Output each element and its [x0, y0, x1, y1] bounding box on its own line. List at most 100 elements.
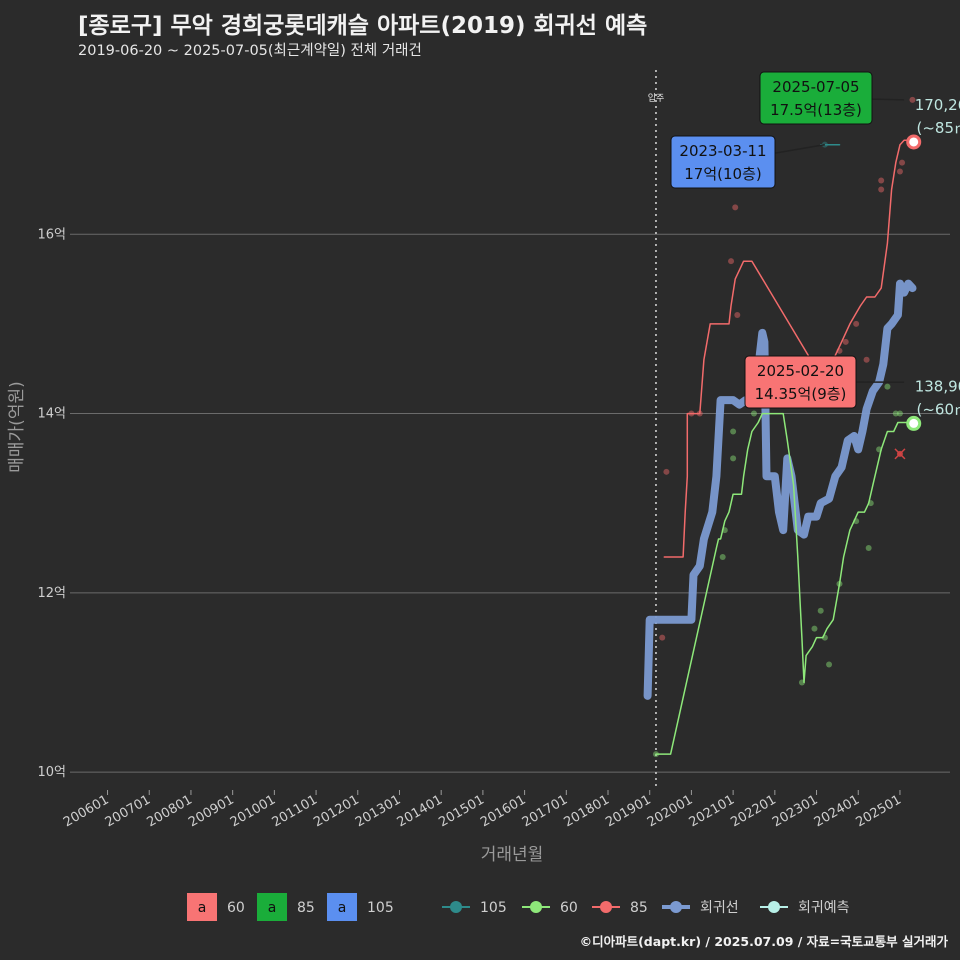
legend-marker-60	[530, 901, 542, 913]
x-tick-label: 202001	[645, 792, 695, 830]
x-tick-label: 202201	[728, 792, 778, 830]
legend-marker-85	[600, 901, 612, 913]
series-line-회귀선	[643, 279, 917, 700]
legend-swatch-letter: a	[198, 900, 207, 916]
legend-label-105: 105	[480, 900, 507, 916]
callout-price: 17.5억(13층)	[770, 101, 862, 119]
x-tick-label: 201401	[395, 792, 445, 830]
data-point-60-3	[730, 455, 737, 462]
legend-marker-105	[450, 901, 462, 913]
x-tick-label: 200801	[144, 792, 194, 830]
legend-swatch-letter: a	[268, 900, 277, 916]
legend-label-85: 85	[630, 900, 648, 916]
callout-box	[670, 135, 776, 189]
data-point-85-12	[878, 177, 885, 184]
data-point-85-4	[728, 258, 735, 265]
y-axis-ticks: 10억 12억 14억 16억	[37, 227, 66, 780]
callout-price: 17억(10층)	[684, 165, 761, 183]
data-point-60-5	[750, 410, 757, 417]
data-point-85-6	[734, 311, 741, 318]
callout-layer: 2025-07-05 17.5억(13층) 2023-03-11 17억(10층) 20…	[670, 71, 905, 409]
legend-swatch-85	[257, 893, 287, 921]
x-tick-label: 202101	[687, 792, 737, 830]
x-tick-label: 200901	[186, 792, 236, 830]
callout-date: 2023-03-11	[679, 142, 766, 160]
y-tick-label: 14억	[37, 407, 66, 422]
x-tick-label: 201201	[311, 792, 361, 830]
legend-label-회귀선: 회귀선	[700, 900, 739, 916]
legend-swatch-60	[187, 893, 217, 921]
grid-lines	[70, 233, 950, 773]
callout-date: 2025-02-20	[757, 362, 844, 380]
series-line-60	[655, 412, 910, 755]
x-tick-label: 201901	[603, 792, 653, 830]
data-point-85-11	[878, 186, 885, 193]
legend-label-60: 60	[560, 900, 578, 916]
forecast-value-label: 170,260	[915, 96, 960, 114]
forecast-area-label: (~60㎡)	[917, 400, 960, 418]
data-point-60-4	[730, 428, 737, 435]
data-point-85-8	[842, 338, 849, 345]
data-point-85-1	[663, 468, 670, 475]
y-tick-label: 12억	[37, 586, 66, 601]
legend-swatch-105	[327, 893, 357, 921]
callout-box	[759, 71, 873, 125]
forecast-value-label: 138,900	[915, 377, 960, 395]
data-point-60-10	[826, 661, 833, 668]
y-tick-label: 16억	[37, 227, 66, 242]
x-tick-label: 201801	[562, 792, 612, 830]
x-tick-label: 201101	[270, 792, 320, 830]
forecast-layer: 170,260 (~85㎡) 138,900 (~60㎡)	[906, 96, 960, 431]
credit-line: ©디아파트(dapt.kr) / 2025.07.09 / 자료=국토교통부 실…	[579, 934, 948, 949]
chart-subtitle: 2019-06-20 ~ 2025-07-05(최근계약일) 전체 거래건	[78, 43, 422, 59]
x-tick-label: 202401	[812, 792, 862, 830]
data-point-60-13	[865, 545, 872, 551]
forecast-area-label: (~85㎡)	[917, 119, 960, 137]
callout-box	[744, 355, 857, 409]
forecast-point-60	[906, 415, 922, 431]
legend-swatch-letter: a	[338, 900, 347, 916]
x-tick-label: 200701	[103, 792, 153, 830]
data-point-85-14	[896, 168, 903, 175]
legend-label-85: 85	[297, 900, 315, 916]
forecast-point-85	[906, 134, 922, 150]
data-point-85-15	[909, 96, 916, 103]
series-layer	[643, 96, 917, 758]
x-tick-label: 201301	[353, 792, 403, 830]
x-axis-ticks: 2006012007012008012009012010012011012012…	[61, 790, 904, 830]
data-point-60-1	[719, 553, 726, 560]
chart-title: [종로구] 무악 경희궁롯데캐슬 아파트(2019) 회귀선 예측	[78, 13, 648, 39]
x-tick-label: 202301	[770, 792, 820, 830]
legend-label-60: 60	[227, 900, 245, 916]
legend-label-회귀예측: 회귀예측	[798, 900, 850, 916]
legend-label-105: 105	[367, 900, 394, 916]
data-point-85-10	[863, 356, 870, 363]
data-point-60-18	[896, 410, 903, 417]
data-point-60-17	[892, 410, 899, 417]
data-point-85-0	[659, 634, 666, 641]
crossed-point-mark	[894, 448, 906, 460]
legend-marker-회귀예측	[768, 901, 780, 913]
data-point-85-13	[899, 159, 906, 166]
x-tick-label: 201701	[520, 792, 570, 830]
move-in-label: 입주	[648, 92, 665, 104]
x-tick-label: 202501	[853, 792, 903, 830]
data-point-85-9	[853, 320, 860, 327]
x-tick-label: 201601	[478, 792, 528, 830]
data-point-60-8	[817, 607, 824, 614]
data-point-60-7	[811, 625, 818, 632]
data-point-60-16	[884, 383, 891, 390]
legend: a 60 a 85 a 105 105 60 85 회귀선 회귀예측	[187, 893, 850, 921]
y-tick-label: 10억	[37, 765, 66, 780]
callout-price: 14.35억(9층)	[755, 385, 847, 403]
callout-date: 2025-07-05	[772, 78, 859, 96]
legend-marker-회귀선	[670, 901, 682, 913]
y-axis-title: 매매가(억원)	[7, 381, 27, 472]
x-axis-title: 거래년월	[481, 845, 544, 865]
data-point-85-5	[732, 204, 739, 211]
x-tick-label: 201001	[228, 792, 278, 830]
move-in-marker: 입주	[648, 70, 665, 790]
x-tick-label: 201501	[436, 792, 486, 830]
x-tick-label: 200601	[61, 792, 111, 830]
